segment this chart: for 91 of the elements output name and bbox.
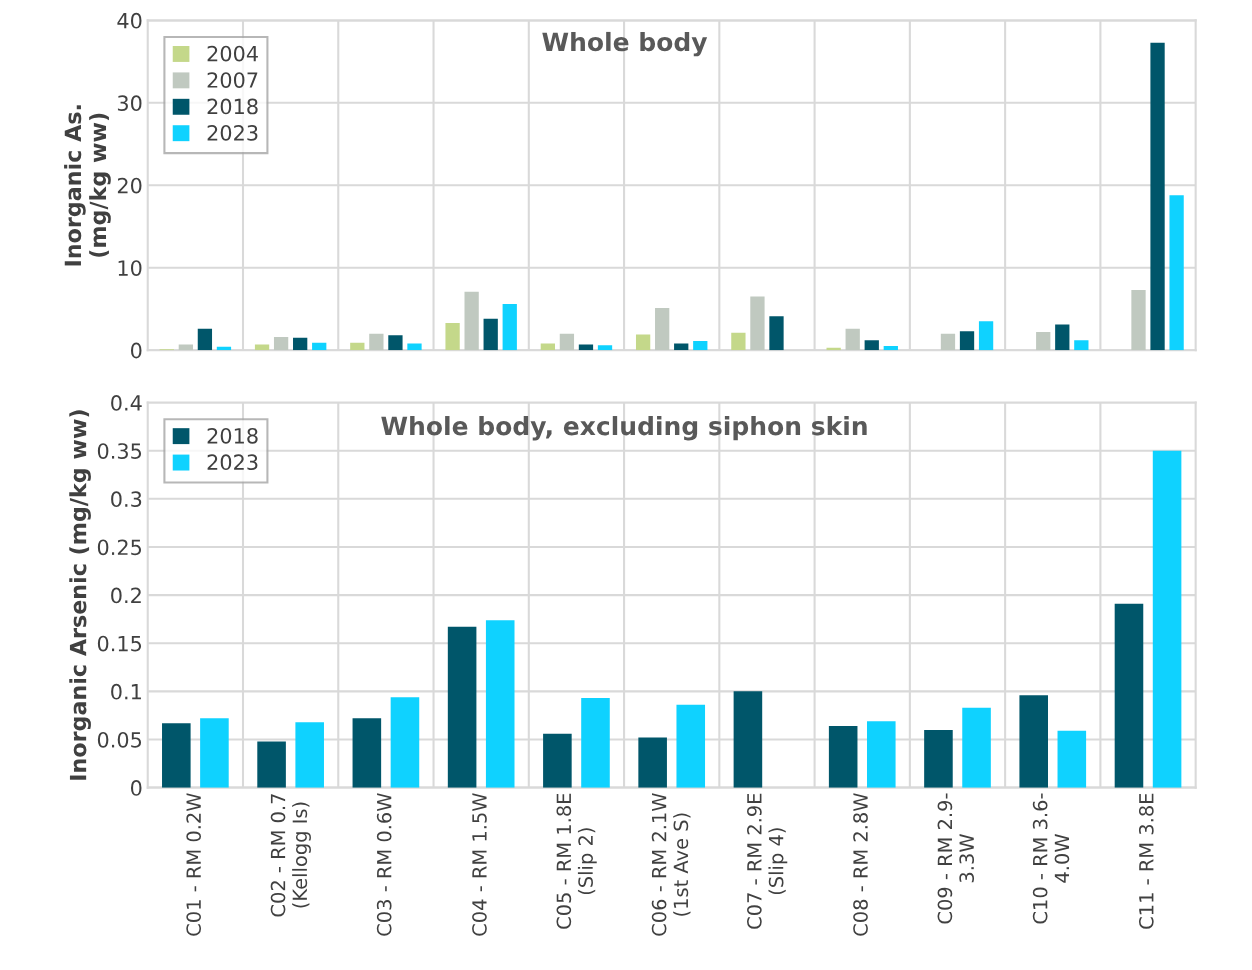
bar (1131, 289, 1146, 351)
bar (447, 626, 477, 788)
bar (1055, 324, 1070, 351)
bar (1074, 340, 1089, 351)
bar (162, 723, 191, 788)
bar (464, 291, 479, 351)
bar (731, 332, 746, 351)
bar (635, 334, 651, 351)
x-tick-label: C02 - RM 0.7 (Kellogg Is) (270, 794, 311, 917)
bar (578, 344, 594, 351)
bar (828, 726, 858, 788)
x-tick-label: C03 - RM 0.6W (376, 793, 392, 936)
y-tick-label: 30 (117, 95, 142, 112)
y-axis-title: Inorganic Arsenic (mg/kg ww) (69, 410, 91, 780)
bar (485, 620, 515, 788)
legend-label: 2004 (207, 45, 258, 62)
bar (1152, 450, 1182, 788)
bar (769, 316, 784, 351)
y-tick-label: 40 (117, 12, 142, 29)
bar (390, 697, 420, 788)
bar (750, 296, 765, 351)
bar (350, 342, 365, 351)
x-tick-label: C01 - RM 0.2W (186, 793, 202, 936)
bar (273, 336, 289, 351)
bar (959, 331, 975, 351)
bar (1150, 42, 1165, 351)
y-tick-label: 10 (118, 260, 142, 276)
legend-label: 2018 (207, 427, 258, 444)
y-tick-label: 0.3 (111, 491, 142, 508)
bar (883, 346, 898, 351)
x-tick-label: C06 - RM 2.1W (1st Ave S) (651, 793, 691, 936)
bar (638, 737, 667, 788)
bar (369, 333, 384, 351)
bar (940, 333, 956, 351)
bar (978, 321, 994, 351)
legend-label: 2023 (207, 454, 258, 471)
x-tick-label: C04 - RM 1.5W (472, 793, 487, 936)
y-tick-label: 0.05 (97, 731, 142, 748)
bar (864, 340, 879, 351)
y-tick-label: 0.4 (111, 395, 142, 411)
bar (352, 718, 382, 788)
bar (293, 337, 308, 351)
bar (407, 343, 422, 351)
bar (254, 344, 270, 351)
bar (1057, 730, 1087, 788)
bar (962, 707, 991, 788)
bar (693, 341, 708, 351)
bar (559, 333, 575, 351)
bar (924, 729, 953, 788)
bar (200, 718, 229, 788)
y-axis-title: Inorganic As. (mg/kg ww) (64, 105, 111, 266)
bar (388, 335, 403, 351)
text: Whole body, excluding siphon skin (381, 416, 867, 441)
bar (581, 698, 610, 788)
bar (1036, 332, 1051, 351)
bar (445, 322, 460, 351)
y-tick-label: 0.35 (97, 443, 142, 459)
bar (543, 733, 572, 788)
bar (655, 308, 670, 351)
y-tick-label: 0.2 (111, 587, 141, 604)
y-tick-label: 0.25 (97, 539, 142, 556)
x-tick-label: C10 - RM 3.6- 4.0W (1032, 793, 1070, 924)
bar (845, 328, 860, 351)
bar (866, 721, 896, 788)
legend-label: 2023 (207, 124, 258, 141)
bar (676, 704, 706, 788)
bar (1114, 603, 1144, 788)
y-tick-label: 0 (130, 780, 142, 796)
chart-title: Whole body (542, 31, 708, 57)
bar (1019, 695, 1048, 788)
y-tick-label: 0.1 (111, 683, 141, 700)
bar (197, 328, 213, 351)
x-tick-label: C09 - RM 2.9- 3.3W (937, 793, 975, 924)
legend-label: 2018 (207, 98, 258, 115)
bar (1169, 195, 1184, 351)
y-tick-label: 0 (130, 342, 142, 359)
bar (178, 344, 193, 351)
legend-label: 2007 (207, 72, 258, 88)
y-tick-label: 0.15 (97, 635, 142, 652)
x-tick-label: C07 - RM 2.9E (Slip 4) (747, 793, 788, 929)
bar (312, 342, 327, 351)
bar (597, 345, 613, 351)
bar (295, 722, 324, 788)
bar (502, 304, 517, 351)
bar (733, 691, 763, 788)
x-tick-label: C11 - RM 3.8E (1138, 793, 1154, 929)
x-tick-label: C05 - RM 1.8E (Slip 2) (556, 793, 597, 929)
bar (483, 318, 498, 351)
y-tick-label: 20 (117, 177, 142, 194)
x-tick-label: C08 - RM 2.8W (853, 793, 868, 936)
bar (257, 741, 286, 788)
